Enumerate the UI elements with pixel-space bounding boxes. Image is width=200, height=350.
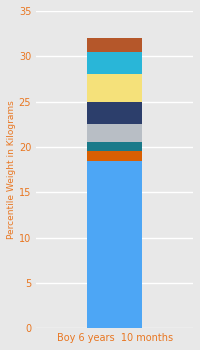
Bar bbox=[87, 52, 142, 75]
Bar bbox=[87, 38, 142, 52]
Bar bbox=[87, 142, 142, 152]
Bar bbox=[87, 152, 142, 161]
Bar bbox=[87, 161, 142, 328]
Bar bbox=[87, 124, 142, 142]
Bar bbox=[87, 75, 142, 102]
Bar bbox=[87, 102, 142, 124]
Y-axis label: Percentile Weight in Kilograms: Percentile Weight in Kilograms bbox=[7, 100, 16, 239]
